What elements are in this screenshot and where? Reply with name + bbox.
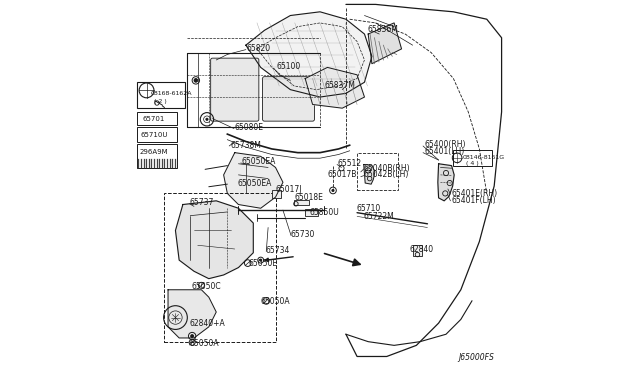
Text: 65850U: 65850U [310,208,339,217]
Text: 65710U: 65710U [140,132,168,138]
Polygon shape [246,12,372,97]
Text: ( 4 ): ( 4 ) [466,161,479,166]
Text: 65734: 65734 [265,246,289,255]
Polygon shape [168,290,216,338]
Text: 65401E(RH): 65401E(RH) [451,189,497,198]
Text: J65000FS: J65000FS [458,353,494,362]
Text: 65050EA: 65050EA [237,179,272,187]
Bar [164,193,276,341]
Text: 65836M: 65836M [367,25,398,34]
Bar [452,150,492,166]
Text: 65100: 65100 [276,62,301,71]
Bar [305,209,318,216]
Bar [272,190,281,198]
Text: 65050C: 65050C [191,282,221,291]
Text: 65050E: 65050E [249,259,278,268]
Polygon shape [305,67,364,108]
Text: 65042B(LH): 65042B(LH) [364,170,409,179]
Text: 65837M: 65837M [324,81,355,90]
Text: 62840: 62840 [410,244,434,253]
Bar [136,144,177,168]
Polygon shape [175,201,253,279]
Text: 65050A: 65050A [189,339,219,348]
Text: 65018E: 65018E [294,193,323,202]
FancyBboxPatch shape [262,77,314,121]
Text: 08146-8161G: 08146-8161G [463,155,505,160]
Polygon shape [223,153,283,208]
Text: 62840+A: 62840+A [189,319,225,328]
Text: 65017B: 65017B [328,170,356,179]
Bar [136,82,185,108]
Text: 65820: 65820 [246,44,271,52]
Text: 65400(RH): 65400(RH) [424,140,466,149]
Text: 65710: 65710 [356,204,381,213]
Text: 65730: 65730 [291,230,315,240]
Bar [294,200,309,205]
Text: 296A9M: 296A9M [139,149,168,155]
Bar [413,244,422,256]
Circle shape [260,259,262,261]
Text: 65050A: 65050A [260,297,291,306]
Polygon shape [438,164,454,201]
Text: 65401F(LH): 65401F(LH) [451,196,496,205]
Bar [136,112,177,125]
Bar [136,128,177,141]
Text: 65512: 65512 [337,158,361,167]
Circle shape [194,78,198,82]
Text: 65040B(RH): 65040B(RH) [364,164,410,173]
Text: 08168-6162A: 08168-6162A [150,91,192,96]
Bar [357,153,398,190]
Text: 65722M: 65722M [364,212,394,221]
Polygon shape [368,23,401,64]
Text: 65017J: 65017J [276,185,302,194]
Text: 65080E: 65080E [235,123,264,132]
FancyBboxPatch shape [211,58,259,121]
Circle shape [206,118,208,121]
Polygon shape [364,164,375,184]
Circle shape [332,189,334,192]
Circle shape [191,335,194,337]
Text: 65737: 65737 [189,198,214,207]
Text: 65401(LH): 65401(LH) [424,147,465,155]
Text: 65738M: 65738M [230,141,261,150]
Text: 65701: 65701 [142,116,164,122]
Text: 65050EA: 65050EA [241,157,276,166]
Text: ( 2 ): ( 2 ) [154,99,166,104]
